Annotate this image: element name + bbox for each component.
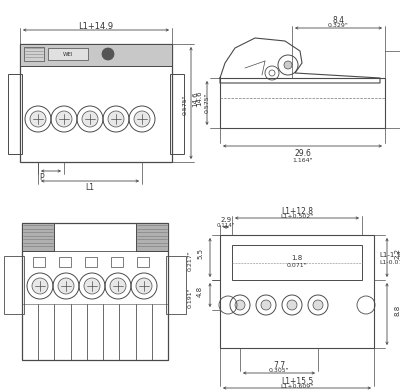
Circle shape	[32, 278, 48, 294]
Text: WEI: WEI	[63, 51, 73, 56]
Bar	[137, 257, 149, 267]
Circle shape	[108, 111, 124, 127]
Bar	[38, 304, 54, 360]
Bar	[111, 257, 123, 267]
Bar	[22, 304, 38, 360]
Bar	[170, 74, 184, 154]
Bar	[54, 304, 71, 360]
Text: 5.5: 5.5	[197, 248, 203, 259]
Circle shape	[58, 278, 74, 294]
Bar	[59, 257, 71, 267]
Text: 14.6: 14.6	[192, 91, 198, 107]
Text: 0.575": 0.575"	[182, 95, 188, 115]
Text: 0.071": 0.071"	[287, 263, 307, 268]
Bar	[22, 223, 168, 360]
Text: 2.2: 2.2	[395, 248, 400, 259]
Text: 4.8: 4.8	[197, 285, 203, 297]
Circle shape	[235, 300, 245, 310]
Bar	[8, 74, 22, 154]
Bar	[33, 257, 45, 267]
Circle shape	[313, 300, 323, 310]
Bar	[85, 257, 97, 267]
Circle shape	[30, 111, 46, 127]
Bar	[20, 44, 172, 162]
Circle shape	[56, 111, 72, 127]
Bar	[166, 256, 186, 314]
Text: 0.191": 0.191"	[188, 288, 192, 309]
Bar	[136, 223, 168, 251]
Bar	[22, 223, 54, 251]
Text: 14.6: 14.6	[196, 90, 202, 106]
Circle shape	[84, 278, 100, 294]
Circle shape	[110, 278, 126, 294]
Text: 2.9: 2.9	[220, 217, 232, 223]
Bar	[20, 44, 172, 66]
Text: P: P	[40, 172, 44, 181]
Text: 1.8: 1.8	[291, 254, 303, 261]
Text: L1-0.075": L1-0.075"	[379, 260, 400, 265]
Text: 1.164": 1.164"	[292, 158, 313, 163]
Text: 0.575": 0.575"	[204, 93, 210, 113]
Bar	[119, 304, 136, 360]
Text: L1+0.609": L1+0.609"	[280, 383, 314, 388]
Text: 8.8: 8.8	[395, 304, 400, 316]
Bar	[220, 78, 385, 128]
Text: L1+15.5: L1+15.5	[281, 376, 313, 385]
Circle shape	[134, 111, 150, 127]
Bar	[136, 304, 152, 360]
Circle shape	[287, 300, 297, 310]
Bar	[4, 256, 24, 314]
Bar	[220, 235, 374, 348]
Text: L1-1.9: L1-1.9	[379, 252, 400, 258]
Circle shape	[284, 61, 292, 69]
Bar	[24, 47, 44, 61]
Circle shape	[102, 48, 114, 60]
Text: 8.4: 8.4	[332, 16, 344, 25]
Text: 0.114": 0.114"	[217, 223, 235, 227]
Text: 29.6: 29.6	[294, 149, 311, 158]
Text: 0.305": 0.305"	[269, 368, 289, 374]
Bar	[48, 48, 88, 60]
Text: L1: L1	[86, 183, 94, 192]
Text: 7.7: 7.7	[273, 361, 285, 370]
Bar	[71, 304, 87, 360]
Text: L1+0.502": L1+0.502"	[280, 214, 314, 218]
Bar	[232, 245, 362, 280]
Bar	[87, 304, 103, 360]
Text: L1+12.8: L1+12.8	[281, 207, 313, 216]
Bar	[152, 304, 168, 360]
Text: L1+14.9: L1+14.9	[78, 22, 114, 31]
Text: 0.217": 0.217"	[188, 250, 192, 271]
Circle shape	[261, 300, 271, 310]
Text: 0.329": 0.329"	[328, 22, 349, 27]
Circle shape	[136, 278, 152, 294]
Bar	[103, 304, 119, 360]
Circle shape	[82, 111, 98, 127]
